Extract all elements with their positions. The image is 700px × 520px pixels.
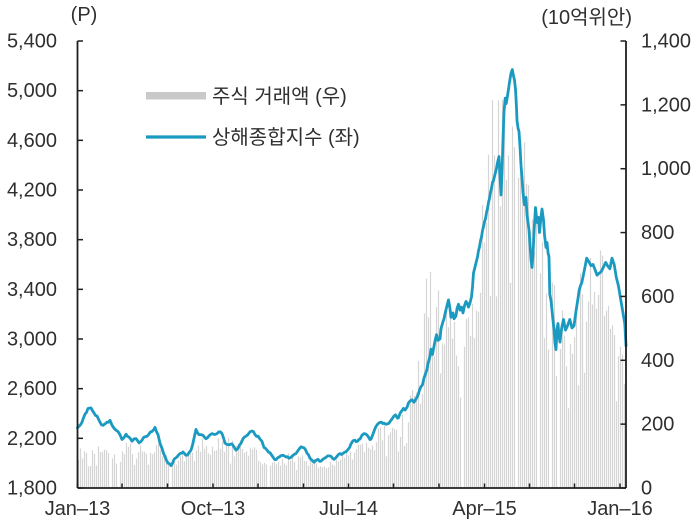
svg-text:400: 400: [641, 350, 674, 372]
svg-text:200: 200: [641, 414, 674, 436]
svg-text:2,200: 2,200: [7, 428, 57, 450]
svg-text:1,800: 1,800: [7, 478, 57, 500]
svg-text:Jan–13: Jan–13: [45, 498, 111, 520]
svg-text:Apr–15: Apr–15: [452, 498, 517, 520]
svg-text:3,800: 3,800: [7, 229, 57, 251]
svg-text:4,200: 4,200: [7, 180, 57, 202]
svg-text:Jul–14: Jul–14: [319, 498, 378, 520]
svg-text:3,000: 3,000: [7, 329, 57, 351]
svg-text:5,400: 5,400: [7, 31, 57, 53]
svg-text:주식 거래액 (우): 주식 거래액 (우): [212, 85, 347, 108]
svg-text:0: 0: [641, 478, 652, 500]
svg-text:1,400: 1,400: [641, 31, 691, 53]
svg-text:800: 800: [641, 222, 674, 244]
svg-text:1,000: 1,000: [641, 158, 691, 180]
svg-text:(10억위안): (10억위안): [541, 6, 632, 29]
svg-text:3,400: 3,400: [7, 279, 57, 301]
svg-text:Oct–13: Oct–13: [181, 498, 245, 520]
svg-text:(P): (P): [71, 4, 98, 26]
svg-text:4,600: 4,600: [7, 130, 57, 152]
svg-text:1,200: 1,200: [641, 94, 691, 116]
svg-text:5,000: 5,000: [7, 80, 57, 102]
svg-text:상해종합지수 (좌): 상해종합지수 (좌): [212, 126, 360, 149]
svg-text:2,600: 2,600: [7, 378, 57, 400]
svg-text:600: 600: [641, 286, 674, 308]
svg-text:Jan–16: Jan–16: [587, 498, 653, 520]
